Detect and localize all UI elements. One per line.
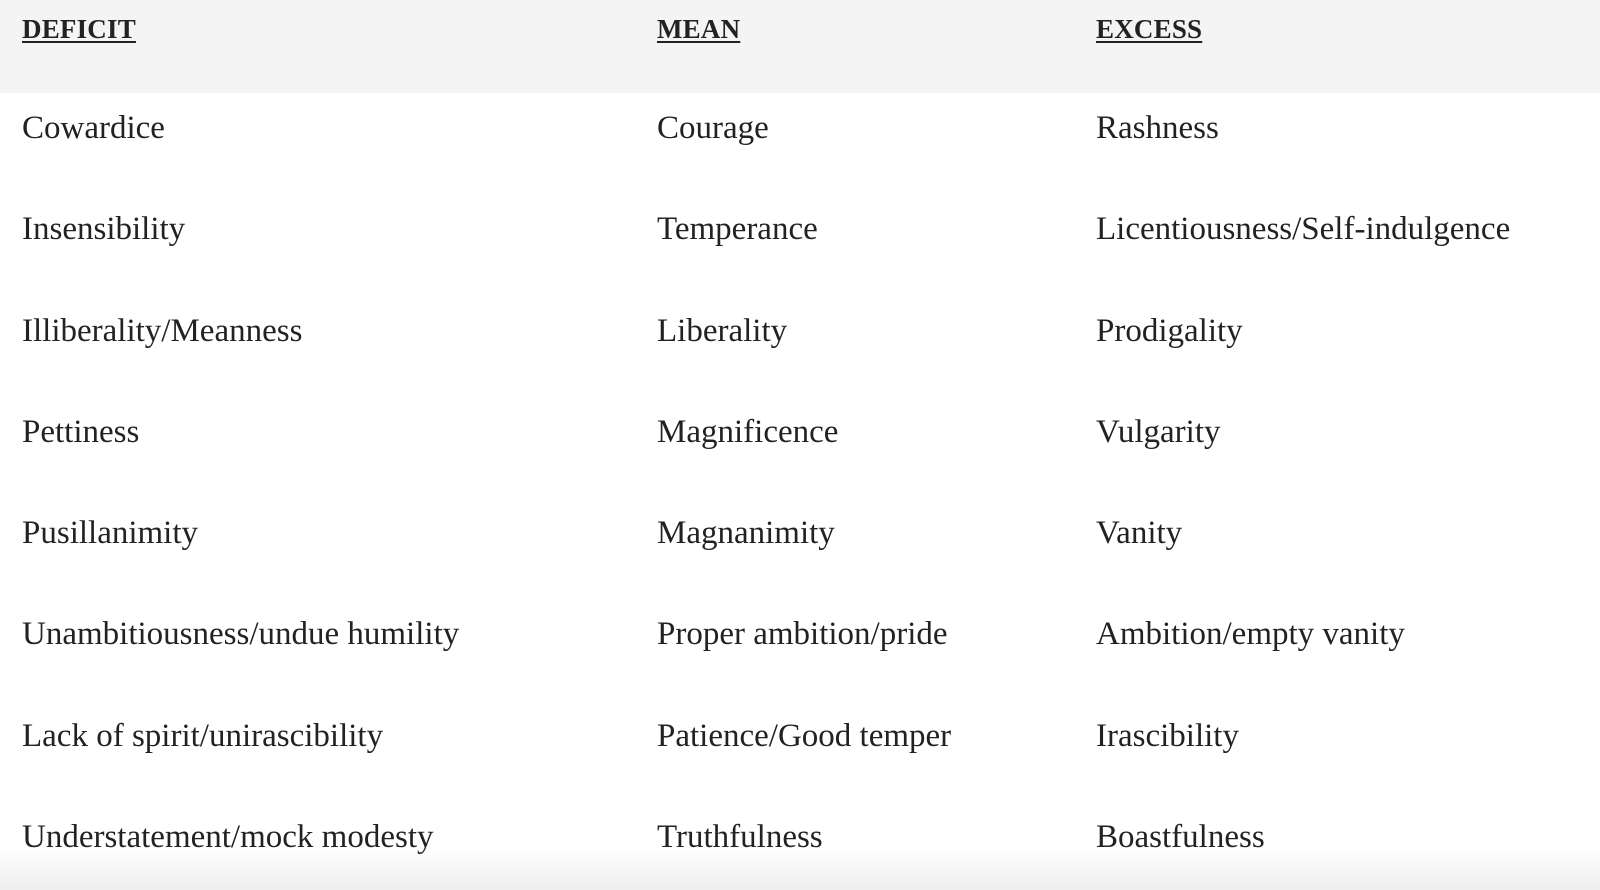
- cell-deficit: Pusillanimity: [22, 515, 199, 552]
- cell-deficit: Cowardice: [22, 110, 165, 146]
- cell-mean: Proper ambition/pride: [657, 616, 948, 653]
- cell-deficit: Understatement/mock modesty: [22, 819, 434, 856]
- table-row: Pettiness Magnificence Vulgarity: [0, 397, 1600, 498]
- cell-mean: Courage: [657, 110, 769, 146]
- table-row: Understatement/mock modesty Truthfulness…: [0, 802, 1600, 890]
- cell-mean: Temperance: [657, 211, 818, 248]
- table-row: Cowardice Courage Rashness: [0, 93, 1600, 194]
- cell-deficit: Unambitiousness/undue humility: [22, 616, 460, 653]
- cell-mean: Liberality: [657, 312, 788, 349]
- header-excess: EXCESS: [1096, 14, 1203, 44]
- table-row: Illiberality/Meanness Liberality Prodiga…: [0, 296, 1600, 397]
- cell-deficit: Insensibility: [22, 211, 186, 248]
- cell-mean: Magnificence: [657, 413, 839, 450]
- cell-excess: Rashness: [1096, 110, 1219, 146]
- cell-deficit: Pettiness: [22, 413, 140, 450]
- cell-mean: Patience/Good temper: [657, 717, 952, 754]
- cell-deficit: Illiberality/Meanness: [22, 312, 303, 349]
- cell-excess: Vanity: [1096, 515, 1183, 552]
- cell-excess: Prodigality: [1096, 312, 1243, 349]
- table-row: Insensibility Temperance Licentiousness/…: [0, 194, 1600, 295]
- cell-deficit: Lack of spirit/unirascibility: [22, 717, 384, 754]
- cell-excess: Boastfulness: [1096, 819, 1265, 856]
- table-row: Pusillanimity Magnanimity Vanity: [0, 498, 1600, 599]
- cell-excess: Licentiousness/Self-indulgence: [1096, 211, 1511, 248]
- header-mean: MEAN: [657, 14, 741, 44]
- cell-excess: Vulgarity: [1096, 413, 1221, 450]
- table-row: Unambitiousness/undue humility Proper am…: [0, 599, 1600, 700]
- cell-mean: Truthfulness: [657, 819, 823, 856]
- cell-mean: Magnanimity: [657, 515, 835, 552]
- header-deficit: DEFICIT: [22, 14, 136, 44]
- table-header-row: DEFICIT MEAN EXCESS: [0, 0, 1600, 93]
- table-row: Lack of spirit/unirascibility Patience/G…: [0, 701, 1600, 802]
- cell-excess: Irascibility: [1096, 717, 1239, 754]
- cell-excess: Ambition/empty vanity: [1096, 616, 1405, 653]
